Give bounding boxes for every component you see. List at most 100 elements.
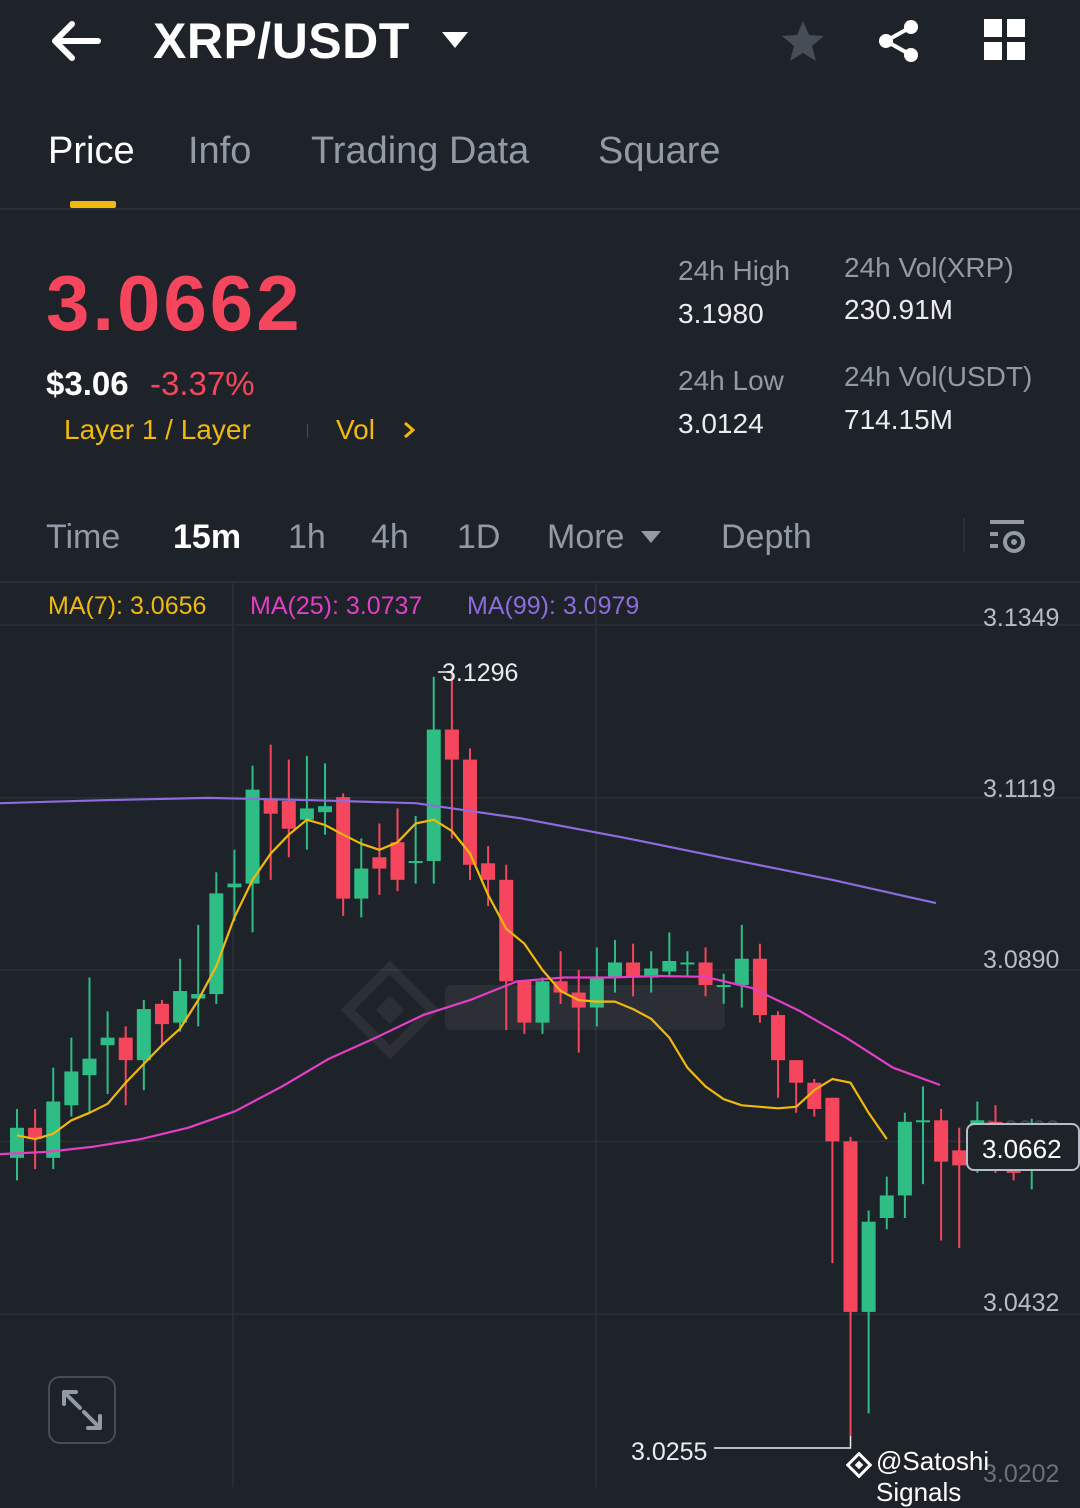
credit-logo-icon — [845, 1451, 873, 1483]
interval-time[interactable]: Time — [46, 518, 121, 556]
low-value: 3.0124 — [678, 408, 764, 439]
y-tick-label: 3.1349 — [983, 604, 1060, 632]
candle-body — [879, 1195, 894, 1218]
candle-body — [390, 842, 405, 880]
interval-1d[interactable]: 1D — [457, 518, 501, 556]
candle-body — [191, 994, 206, 999]
interval-depth[interactable]: Depth — [721, 518, 812, 556]
y-tick-label: 3.0202 — [983, 1460, 1060, 1488]
ma7-line — [16, 818, 888, 1141]
vol-base-label: 24h Vol(XRP) — [844, 252, 1014, 283]
tab-info[interactable]: Info — [188, 130, 252, 172]
pair-dropdown-icon[interactable] — [440, 30, 470, 55]
more-dropdown-icon[interactable] — [640, 530, 662, 549]
candle-body — [843, 1141, 858, 1312]
interval-bar-divider — [0, 581, 1080, 583]
y-tick-label: 3.0890 — [983, 946, 1060, 974]
candle-body — [481, 863, 496, 880]
candle-body — [227, 883, 242, 888]
high-value: 3.1980 — [678, 298, 764, 329]
ma25-label: MA(25): 3.0737 — [250, 592, 423, 620]
high-marker-line — [438, 669, 453, 673]
candle-body — [245, 789, 260, 884]
candle-body — [553, 981, 568, 993]
ma99-label: MA(99): 3.0979 — [467, 592, 640, 620]
interval-more[interactable]: More — [547, 518, 625, 556]
favorite-star-icon[interactable] — [780, 18, 826, 69]
candle-body — [263, 798, 278, 814]
candle-body — [499, 879, 514, 982]
ma25-line — [0, 974, 941, 1156]
back-button[interactable] — [48, 18, 102, 64]
candle-body — [281, 800, 296, 829]
candle-body — [916, 1120, 930, 1123]
chart-settings-icon[interactable] — [988, 518, 1028, 561]
low-marker-label: 3.0255 — [631, 1438, 708, 1466]
expand-icon — [62, 1390, 102, 1430]
grid-menu-icon[interactable] — [984, 19, 1026, 66]
candle-body — [336, 797, 351, 899]
candle-body — [426, 729, 441, 862]
candle-body — [408, 861, 423, 864]
interval-15m[interactable]: 15m — [173, 518, 242, 556]
tab-price[interactable]: Price — [48, 130, 135, 172]
candle-body — [861, 1221, 876, 1312]
category-tag[interactable]: Layer 1 / Layer — [64, 414, 251, 445]
candle-body — [318, 806, 333, 813]
watermark-credit: @Satoshi Signals — [876, 1446, 990, 1507]
last-price-tag — [966, 1123, 1080, 1171]
candle-body — [118, 1037, 133, 1061]
last-price: 3.0662 — [46, 259, 303, 347]
candle-body — [789, 1060, 804, 1083]
candle-body — [299, 808, 314, 820]
interval-divider — [963, 518, 965, 552]
candle-body — [662, 960, 677, 972]
candle-body — [752, 958, 767, 1016]
candle-body — [716, 985, 731, 988]
candle-body — [372, 857, 387, 869]
candle-body — [897, 1121, 912, 1196]
candle-body — [734, 958, 749, 986]
low-marker-line — [714, 1435, 852, 1449]
y-tick-label: 3.0432 — [983, 1289, 1060, 1317]
candle-body — [64, 1071, 79, 1106]
tab-trading-data[interactable]: Trading Data — [311, 130, 530, 172]
vol-base-value: 230.91M — [844, 294, 953, 325]
share-icon[interactable] — [876, 18, 922, 69]
vol-quote-value: 714.15M — [844, 404, 953, 435]
tab-square[interactable]: Square — [598, 130, 721, 172]
ma7-label: MA(7): 3.0656 — [48, 592, 207, 620]
candle-body — [463, 759, 477, 865]
pair-title[interactable]: XRP/USDT — [153, 13, 410, 69]
candle-body — [209, 893, 224, 995]
candle-body — [154, 1003, 169, 1025]
tabs-divider — [0, 208, 1080, 210]
tag-divider — [307, 424, 308, 438]
low-label: 24h Low — [678, 365, 784, 396]
last-price-tag-value: 3.0662 — [982, 1134, 1062, 1164]
candle-body — [28, 1127, 43, 1140]
ma99-line — [0, 796, 937, 905]
candle-body — [589, 977, 604, 1008]
candle-body — [535, 981, 550, 1023]
candle-body — [136, 1009, 151, 1061]
candle-body — [626, 962, 641, 978]
active-tab-indicator — [70, 201, 116, 208]
interval-1h[interactable]: 1h — [288, 518, 326, 556]
candle-body — [771, 1015, 786, 1061]
high-marker-label: 3.1296 — [442, 659, 519, 687]
fullscreen-button[interactable] — [48, 1376, 116, 1444]
candlestick-chart[interactable] — [0, 583, 1080, 1487]
vol-quote-label: 24h Vol(USDT) — [844, 361, 1033, 392]
interval-4h[interactable]: 4h — [371, 518, 409, 556]
candle-body — [607, 962, 622, 978]
candle-body — [173, 991, 188, 1023]
candle-body — [825, 1097, 840, 1142]
candle-body — [46, 1101, 61, 1158]
vol-link[interactable]: Vol — [336, 414, 375, 445]
candle-body — [354, 868, 369, 899]
y-tick-label: 3.1119 — [983, 775, 1056, 803]
candle-body — [698, 962, 713, 986]
chevron-right-icon[interactable] — [402, 420, 416, 445]
candle-body — [100, 1037, 115, 1046]
